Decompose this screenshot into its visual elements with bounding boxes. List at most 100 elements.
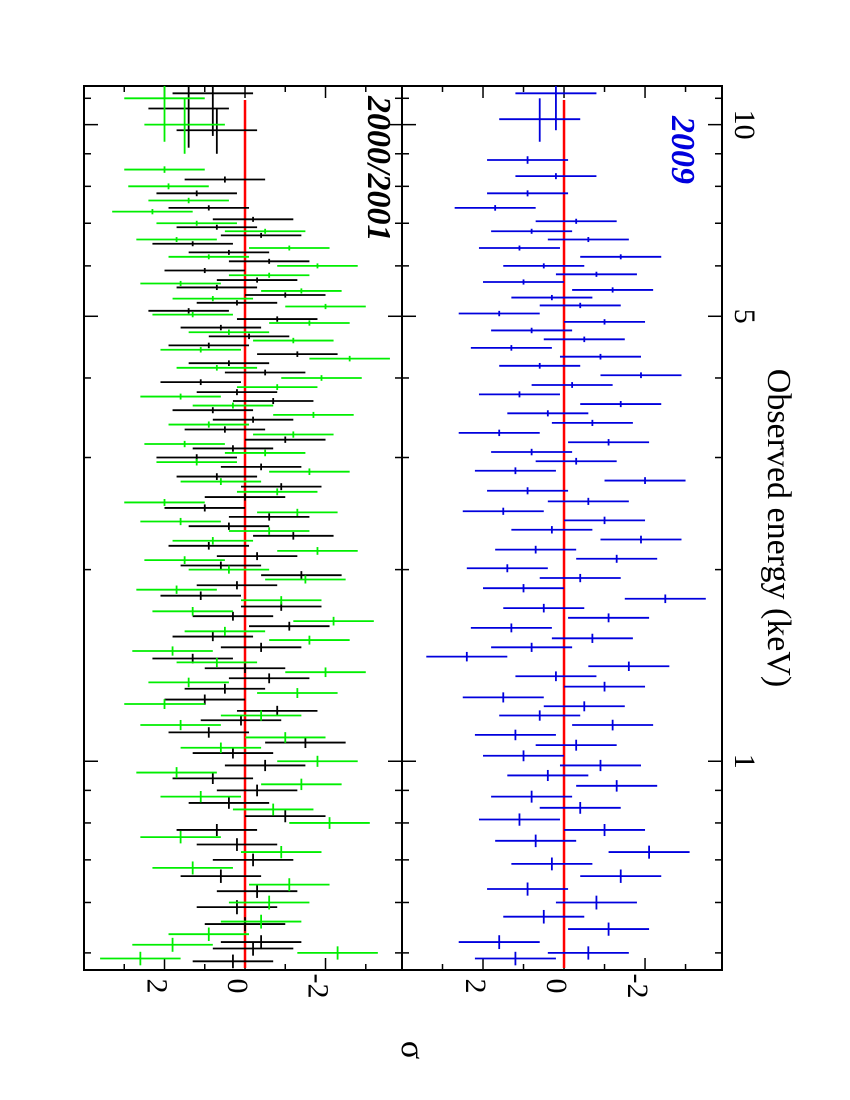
bottom-residual-point — [564, 516, 646, 525]
bottom-residual-point — [491, 448, 573, 456]
top-residual-point — [257, 508, 338, 516]
top-residual-point — [249, 878, 330, 892]
bottom-residual-point — [470, 623, 552, 633]
bottom-residual-point — [576, 780, 658, 792]
top-residual-point — [168, 927, 250, 941]
bottom-residual-point — [487, 190, 569, 197]
top-residual-point — [228, 895, 310, 910]
bottom-residual-point — [555, 895, 637, 910]
top-residual-point — [212, 941, 294, 956]
top-residual-point — [257, 351, 338, 357]
bottom-residual-point — [547, 497, 629, 505]
top-residual-point — [180, 742, 262, 754]
bottom-residual-point — [462, 507, 544, 515]
top-residual-point — [136, 767, 217, 779]
top-residual-point — [261, 571, 342, 580]
bottom-residual-point — [564, 681, 646, 692]
top-residual-point — [176, 365, 258, 371]
bottom-residual-point — [487, 882, 569, 896]
top-residual-point — [188, 329, 270, 335]
top-residual-point — [293, 616, 374, 626]
top-residual-point — [285, 667, 366, 678]
top-residual-point — [152, 861, 233, 875]
top-residual-point — [168, 342, 250, 349]
bottom-residual-point — [572, 719, 654, 731]
top-residual-point — [277, 755, 358, 767]
top-residual-point — [192, 747, 274, 759]
bottom-residual-point — [559, 353, 641, 360]
top-residual-point — [184, 683, 266, 694]
top-residual-point — [240, 596, 322, 605]
bottom-residual-point — [543, 336, 625, 343]
bottom-residual-point — [483, 750, 565, 762]
top-residual-point — [236, 316, 318, 322]
bottom-residual-point — [515, 671, 597, 682]
bottom-residual-point — [503, 263, 585, 269]
bottom-residual-point — [608, 845, 690, 859]
top-residual-point — [144, 440, 225, 448]
top-residual-point — [132, 646, 213, 656]
bottom-residual-point — [568, 439, 650, 446]
top-residual-point — [152, 607, 233, 616]
bottom-residual-point — [535, 739, 617, 751]
top-residual-point — [172, 407, 254, 414]
top-residual-point — [172, 632, 254, 642]
bottom-residual-point — [600, 372, 682, 379]
top-residual-point — [261, 288, 342, 294]
top-residual-point — [220, 232, 302, 238]
bottom-residual-point — [491, 642, 573, 652]
top-residual-point — [309, 355, 390, 362]
top-residual-point — [200, 715, 282, 726]
bottom-residual-point — [507, 769, 589, 782]
bottom-residual-point — [511, 857, 593, 871]
bottom-residual-point — [503, 603, 585, 613]
top-residual-point — [152, 312, 233, 318]
bottom-panel-data-points — [426, 86, 706, 966]
top-residual-point — [176, 473, 258, 480]
bottom-residual-point — [426, 651, 508, 662]
top-residual-point — [152, 241, 233, 247]
x-tick-label: 1 — [728, 754, 761, 769]
top-residual-point — [236, 488, 318, 496]
top-residual-point — [168, 542, 250, 550]
top-residual-point — [265, 737, 346, 749]
top-residual-point — [172, 772, 254, 785]
top-residual-point — [220, 914, 302, 929]
top-residual-point — [188, 797, 270, 809]
bottom-residual-point — [539, 302, 621, 309]
top-residual-point — [277, 547, 358, 555]
top-residual-point — [164, 694, 246, 705]
bottom-residual-point — [454, 205, 536, 211]
top-residual-point — [188, 249, 270, 255]
bottom-residual-point — [470, 345, 552, 351]
bottom-residual-point — [547, 946, 629, 960]
bottom-panel-frame — [401, 85, 723, 971]
top-residual-point — [192, 445, 274, 452]
bottom-residual-point — [559, 759, 641, 772]
top-residual-point — [273, 411, 354, 418]
bottom-panel-label: 2009 — [664, 115, 701, 184]
bottom-residual-point — [511, 526, 593, 534]
top-residual-point — [220, 935, 302, 950]
top-residual-point — [245, 292, 326, 298]
top-residual-point — [220, 642, 302, 652]
bottom-residual-point — [539, 573, 621, 583]
bottom-panel-ticks — [402, 86, 722, 970]
bottom-residual-point — [555, 271, 637, 277]
top-residual-point — [253, 337, 334, 344]
bottom-residual-point — [487, 487, 569, 495]
top-residual-point — [192, 954, 274, 969]
top-residual-point — [192, 402, 274, 409]
top-residual-point — [240, 483, 322, 491]
top-residual-point — [156, 190, 237, 197]
top-residual-point — [204, 493, 286, 501]
top-residual-point — [216, 784, 298, 797]
bottom-residual-point — [511, 294, 593, 301]
top-residual-point — [192, 611, 274, 621]
top-residual-point — [228, 513, 310, 521]
top-residual-point — [168, 254, 250, 260]
top-residual-point — [160, 379, 241, 386]
bottom-residual-point — [474, 951, 556, 966]
top-residual-point — [196, 300, 278, 306]
